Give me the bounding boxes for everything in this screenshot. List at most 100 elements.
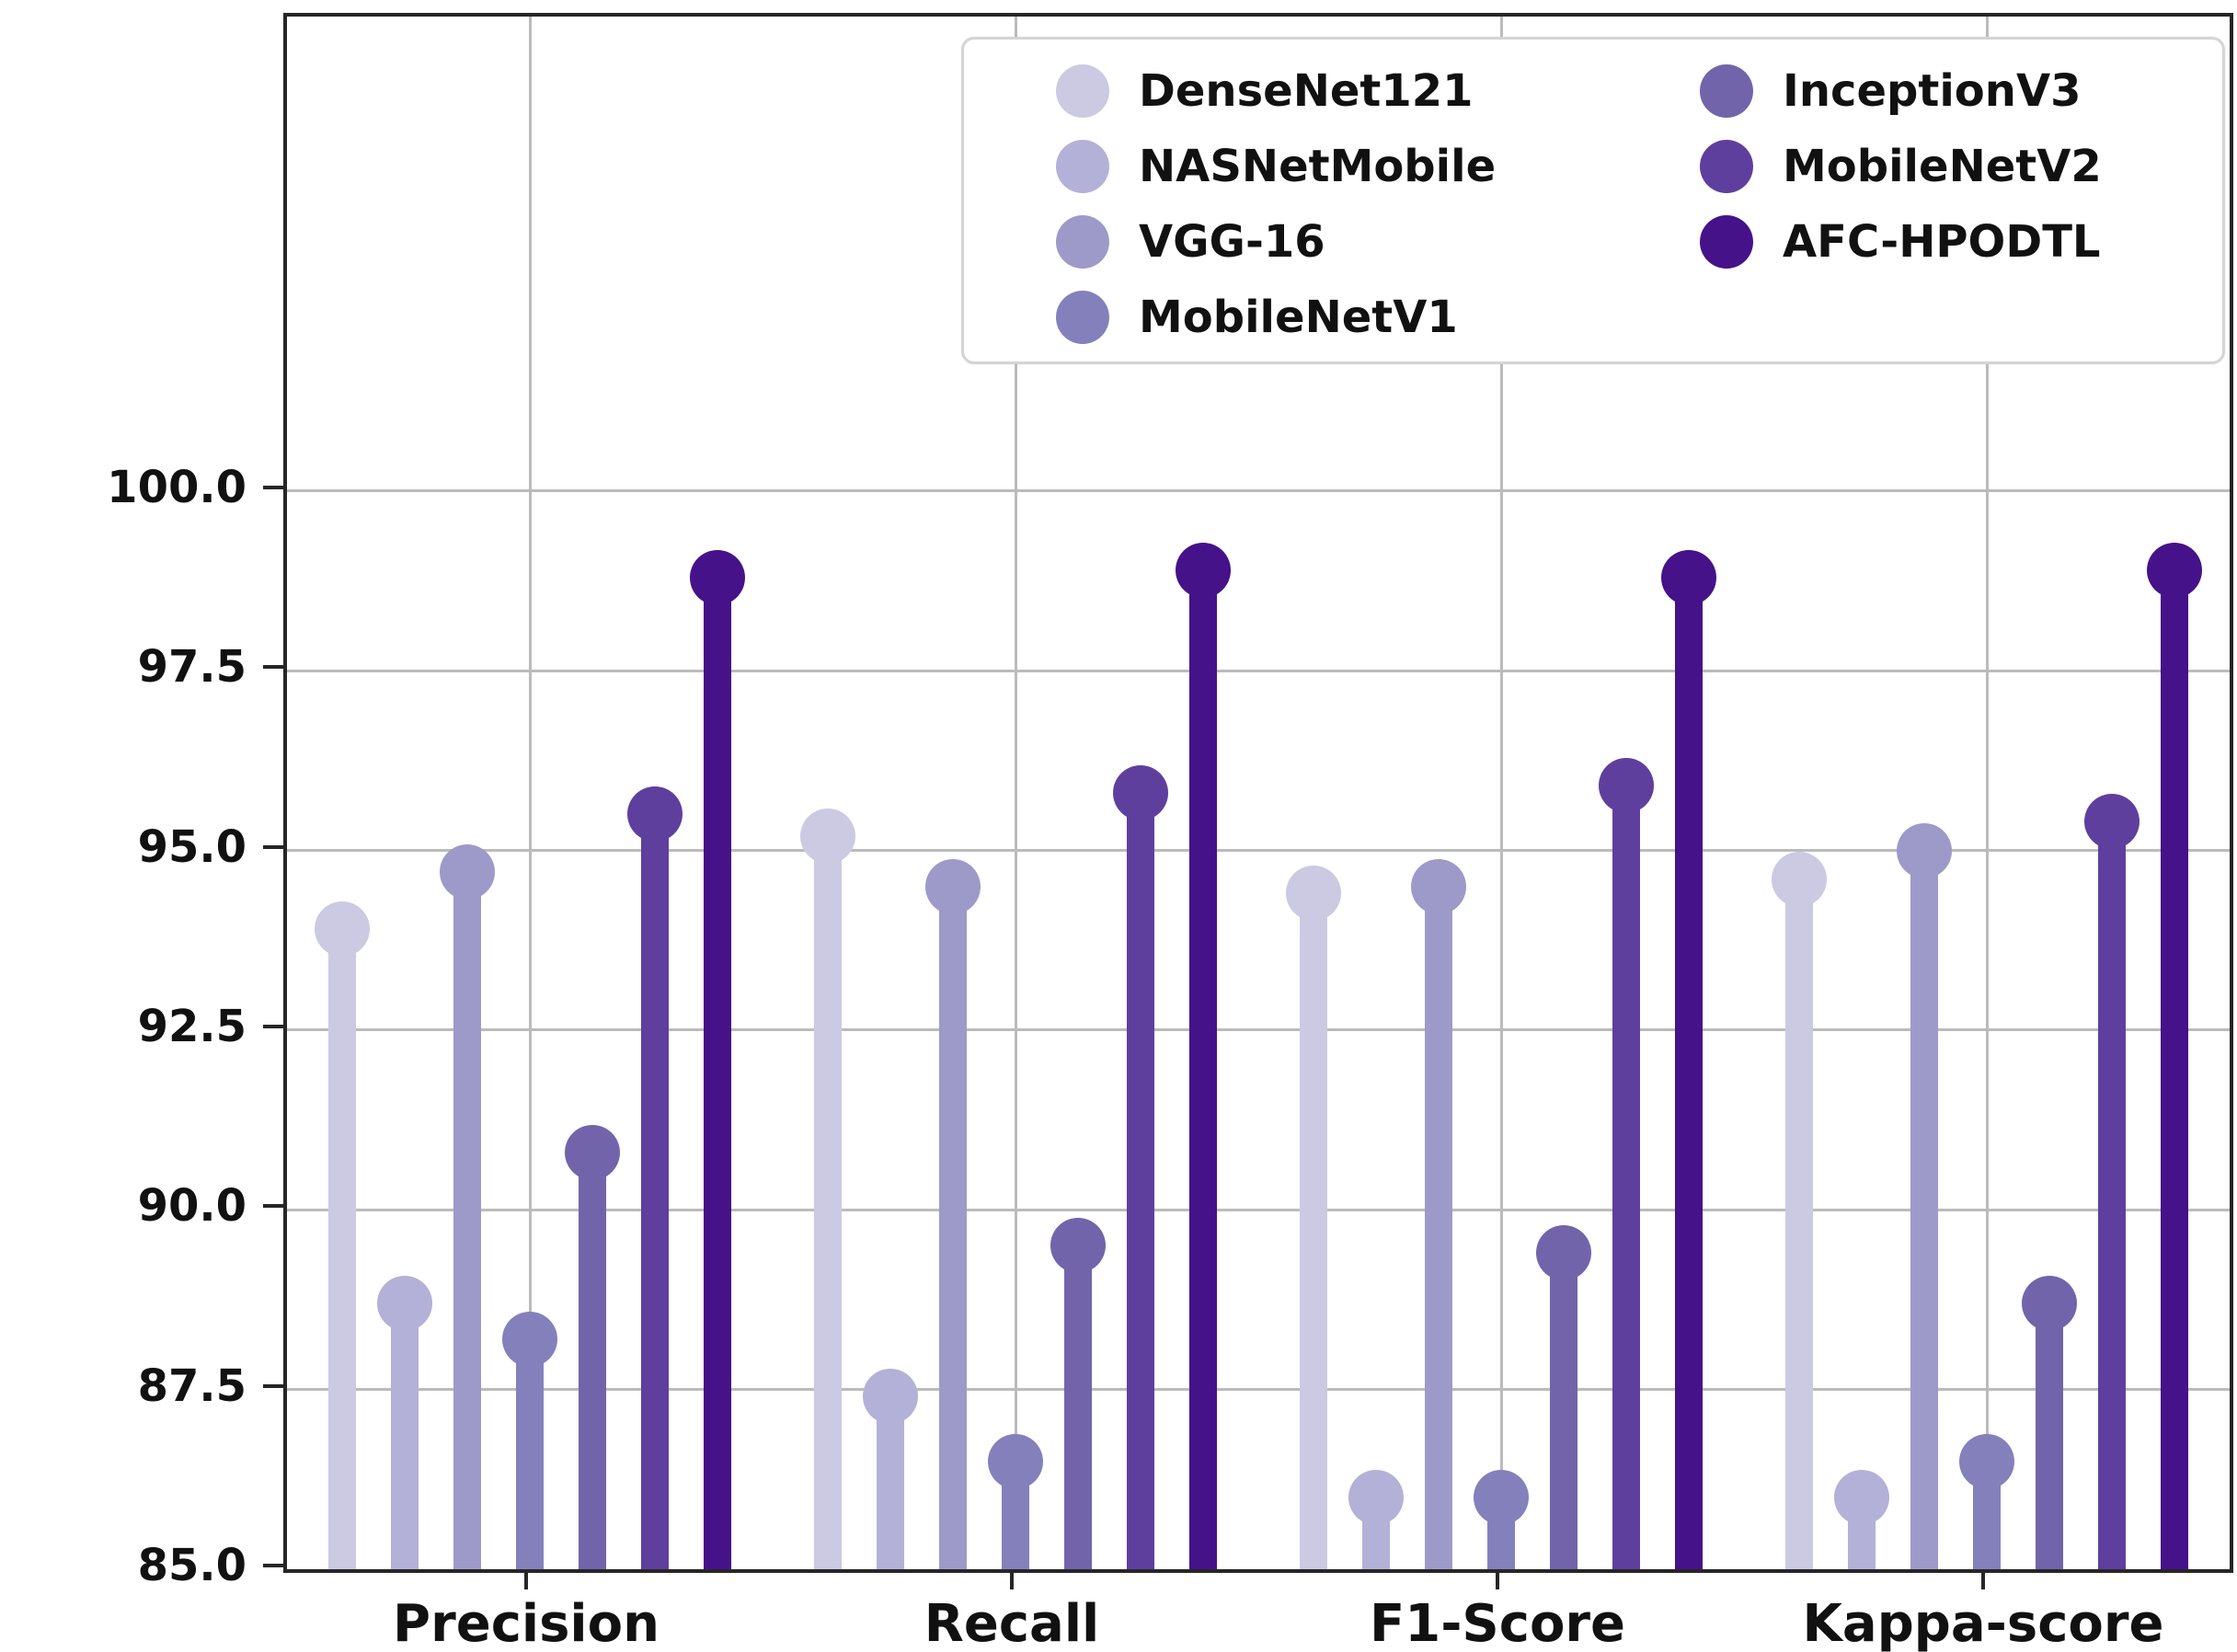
y-tick-label: 87.5	[137, 1359, 247, 1412]
y-tick-label: 97.5	[137, 641, 247, 694]
x-tick-mark	[524, 1569, 528, 1589]
legend: DenseNet121 NASNetMobile VGG-16 MobileNetV1…	[961, 37, 2225, 364]
y-tick-mark	[263, 1564, 283, 1567]
stem-dot	[1772, 851, 1827, 907]
y-tick-mark	[263, 485, 283, 489]
legend-marker-icon	[1056, 291, 1109, 344]
stem-dot	[565, 1124, 620, 1180]
v-gridline	[1985, 17, 1989, 1569]
legend-label: MobileNetV1	[1139, 292, 1458, 343]
v-gridline	[1014, 17, 1017, 1569]
stem-dot	[988, 1433, 1043, 1489]
x-tick-label: Kappa-score	[1802, 1594, 2164, 1652]
legend-item-mobilenetv1: MobileNetV1	[1056, 288, 1458, 347]
y-tick-mark	[263, 1024, 283, 1028]
stem	[1300, 893, 1327, 1569]
legend-label: InceptionV3	[1783, 65, 2082, 117]
x-tick-label: Recall	[923, 1594, 1100, 1652]
stem-dot	[1474, 1469, 1529, 1525]
stem-dot	[1050, 1218, 1106, 1274]
stem	[1064, 1245, 1092, 1569]
stem-dot	[863, 1369, 918, 1425]
legend-marker-icon	[1700, 64, 1753, 118]
x-tick-mark	[1496, 1569, 1499, 1589]
stem-dot	[627, 786, 683, 843]
legend-label: NASNetMobile	[1139, 141, 1497, 192]
x-tick-label: F1-Score	[1369, 1594, 1626, 1652]
stem-dot	[1599, 758, 1654, 814]
y-tick-mark	[263, 665, 283, 670]
stem-dot	[377, 1275, 432, 1331]
stem	[1675, 577, 1703, 1569]
stem	[391, 1302, 419, 1569]
stem	[939, 886, 967, 1569]
y-tick-mark	[263, 844, 283, 849]
legend-marker-icon	[1700, 140, 1753, 193]
stem-dot	[502, 1311, 557, 1367]
stem-dot	[1959, 1433, 2014, 1489]
stem-dot	[315, 901, 370, 958]
stem	[328, 929, 356, 1569]
h-gridline	[287, 489, 2230, 493]
h-gridline	[287, 849, 2230, 853]
stem	[2036, 1302, 2063, 1569]
stem	[1425, 886, 1452, 1569]
h-gridline	[287, 1028, 2230, 1032]
legend-item-afc-hpodtl: AFC-HPODTL	[1700, 212, 2101, 271]
legend-marker-icon	[1056, 140, 1109, 193]
y-tick-label: 100.0	[107, 461, 247, 513]
stem-dot	[1536, 1225, 1591, 1281]
stem	[1550, 1253, 1577, 1569]
stem-dot	[1897, 822, 1952, 878]
stem-dot	[690, 549, 745, 605]
v-gridline	[528, 17, 532, 1569]
stem-dot	[1286, 866, 1341, 922]
x-tick-mark	[1010, 1569, 1014, 1589]
legend-item-nasnetmobile: NASNetMobile	[1056, 137, 1496, 196]
stem	[516, 1338, 544, 1569]
stem-dot	[1176, 542, 1231, 598]
legend-marker-icon	[1056, 64, 1109, 118]
legend-label: AFC-HPODTL	[1783, 216, 2101, 268]
stem	[814, 835, 842, 1569]
y-tick-mark	[263, 1383, 283, 1388]
y-tick-label: 95.0	[137, 820, 247, 873]
stem-dot	[925, 858, 981, 914]
stem	[877, 1396, 904, 1569]
stem	[1127, 793, 1154, 1569]
stem-dot	[1834, 1469, 1889, 1525]
stem-dot	[1348, 1469, 1404, 1525]
y-tick-mark	[263, 1204, 283, 1209]
legend-item-inceptionv3: InceptionV3	[1700, 62, 2082, 120]
stem	[1785, 878, 1813, 1569]
y-tick-label: 90.0	[137, 1180, 247, 1233]
h-gridline	[287, 1208, 2230, 1211]
legend-marker-icon	[1056, 215, 1109, 269]
stem-dot	[1113, 765, 1168, 820]
stem	[704, 577, 731, 1569]
stem	[453, 871, 481, 1569]
stem-dot	[2147, 542, 2202, 598]
stem	[2098, 821, 2126, 1569]
x-tick-mark	[1981, 1569, 1985, 1589]
y-tick-label: 92.5	[137, 1000, 247, 1052]
x-tick-label: Precision	[393, 1594, 660, 1652]
legend-item-mobilenetv2: MobileNetV2	[1700, 137, 2102, 196]
stem-dot	[800, 808, 855, 864]
legend-marker-icon	[1700, 215, 1753, 269]
h-gridline	[287, 1388, 2230, 1392]
stem-dot	[1661, 549, 1716, 605]
legend-label: DenseNet121	[1139, 65, 1474, 117]
legend-item-vgg-16: VGG-16	[1056, 212, 1325, 271]
stem-dot	[1411, 858, 1466, 914]
stem	[1910, 850, 1938, 1569]
stem	[2161, 569, 2188, 1569]
stem	[1189, 569, 1217, 1569]
stem-dot	[2084, 794, 2139, 850]
v-gridline	[1499, 17, 1503, 1569]
legend-item-densenet121: DenseNet121	[1056, 62, 1474, 120]
stem-dot	[440, 843, 495, 900]
stem-dot	[2022, 1275, 2077, 1331]
y-tick-label: 85.0	[137, 1540, 247, 1591]
